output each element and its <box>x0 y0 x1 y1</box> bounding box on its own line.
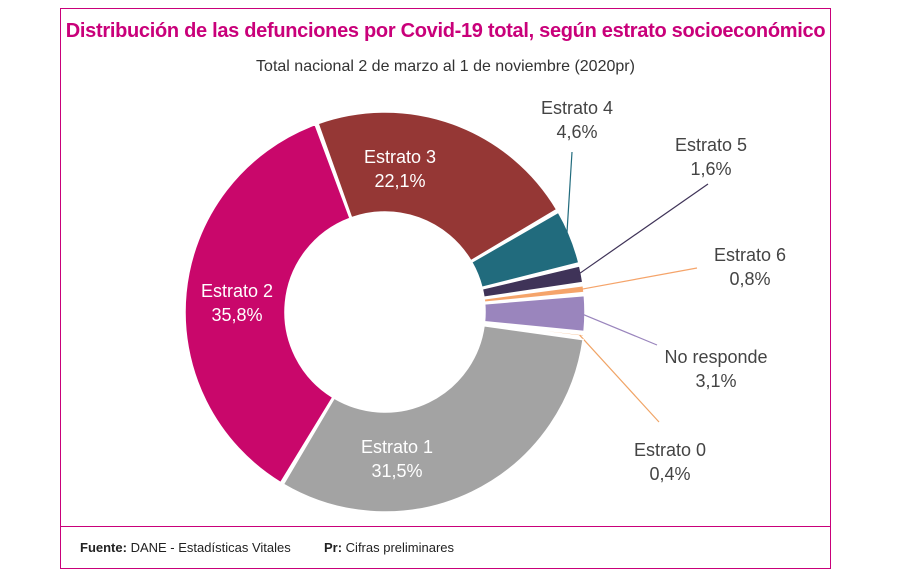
slice-label-estrato-5: Estrato 5 <box>675 135 747 155</box>
slice-estrato-1 <box>282 324 584 513</box>
leader-line-no-responde <box>580 312 658 346</box>
note-value: Cifras preliminares <box>345 540 455 555</box>
slice-estrato-4 <box>470 211 580 289</box>
leader-line-estrato-6 <box>579 267 698 291</box>
slice-label-no-responde: No responde <box>664 347 767 367</box>
slice-label-estrato-3: Estrato 3 <box>364 147 436 167</box>
source-label: Fuente: <box>80 540 127 555</box>
chart-subtitle: Total nacional 2 de marzo al 1 de noviem… <box>256 58 635 75</box>
slice-value-estrato-5: 1,6% <box>690 159 731 179</box>
slice-no-responde <box>483 294 586 333</box>
slice-value-estrato-3: 22,1% <box>374 171 425 191</box>
slice-value-estrato-4: 4,6% <box>556 122 597 142</box>
source-value: DANE - Estadísticas Vitales <box>130 540 291 555</box>
slice-label-estrato-6: Estrato 6 <box>714 245 786 265</box>
leader-line-estrato-0 <box>579 334 660 423</box>
slice-label-estrato-1: Estrato 1 <box>361 437 433 457</box>
chart-frame <box>60 8 831 569</box>
slice-estrato-0 <box>483 322 585 338</box>
slice-estrato-3 <box>317 111 558 262</box>
slice-value-no-responde: 3,1% <box>695 371 736 391</box>
slice-estrato-6 <box>483 284 585 304</box>
slice-value-estrato-2: 35,8% <box>211 305 262 325</box>
slice-estrato-2 <box>184 123 352 484</box>
slice-value-estrato-6: 0,8% <box>729 269 770 289</box>
chart-title: Distribución de las defunciones por Covi… <box>65 20 826 42</box>
footer-divider <box>60 526 831 527</box>
note-label: Pr: <box>323 540 343 555</box>
slice-label-estrato-0: Estrato 0 <box>634 440 706 460</box>
leader-line-estrato-4 <box>566 151 573 239</box>
slice-label-estrato-2: Estrato 2 <box>201 281 273 301</box>
slice-estrato-5 <box>481 264 584 299</box>
footer: Fuente: DANE - Estadísticas Vitales Pr: … <box>80 540 454 555</box>
leader-line-estrato-5 <box>577 183 709 276</box>
slice-value-estrato-1: 31,5% <box>371 461 422 481</box>
slice-label-estrato-4: Estrato 4 <box>541 98 613 118</box>
slice-value-estrato-0: 0,4% <box>649 464 690 484</box>
